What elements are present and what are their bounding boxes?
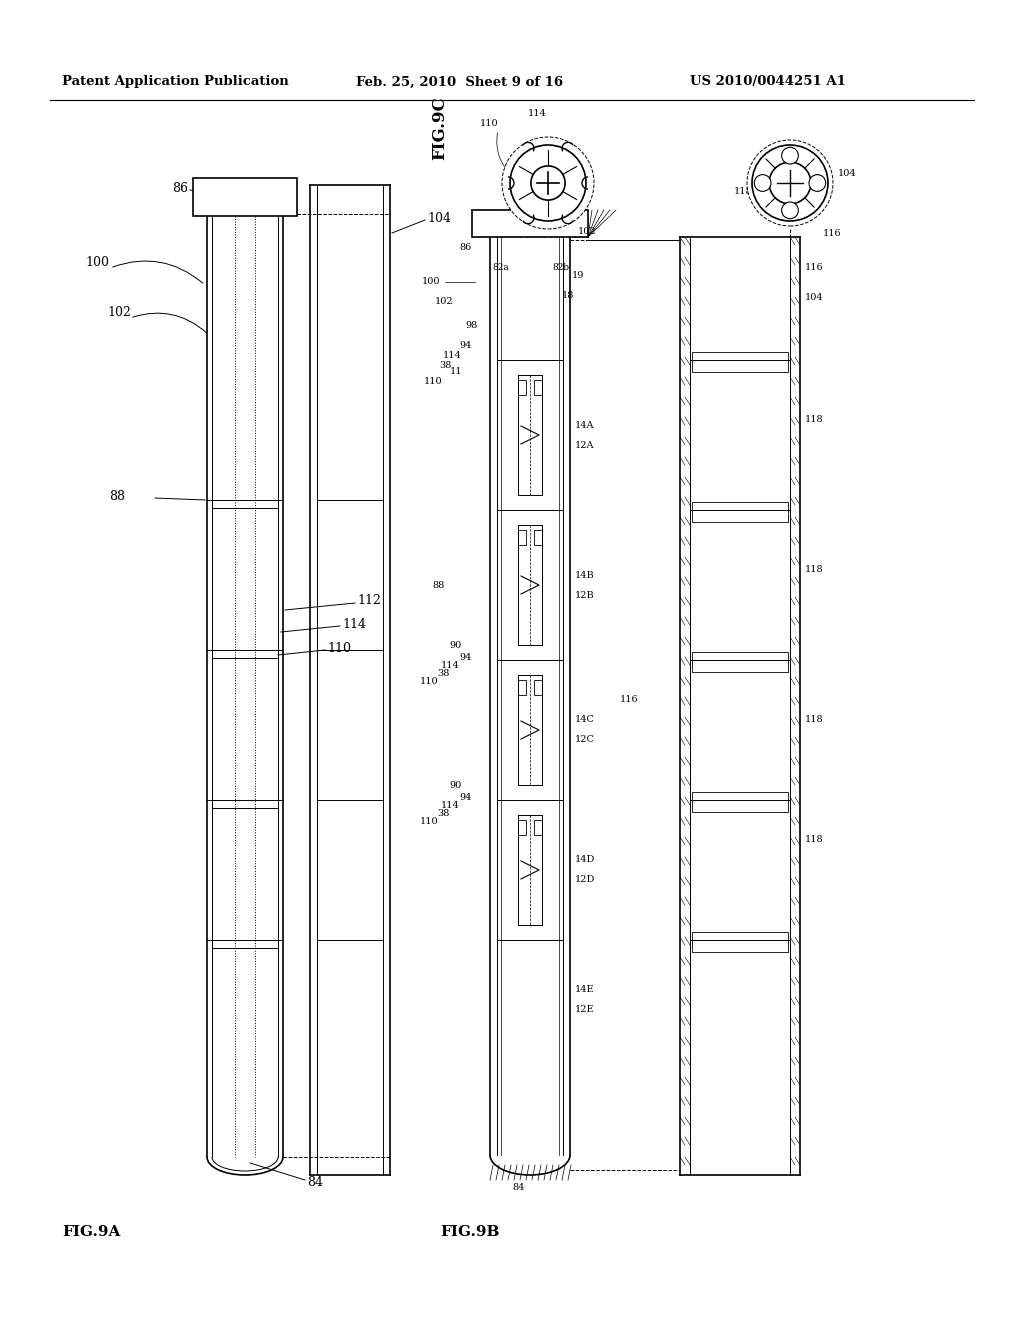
Text: 110: 110 <box>420 677 438 686</box>
Text: 38: 38 <box>439 360 452 370</box>
Text: 84: 84 <box>307 1176 323 1188</box>
Circle shape <box>769 162 811 203</box>
Text: FIG.9C: FIG.9C <box>431 96 449 160</box>
Bar <box>534 820 542 836</box>
Text: 18: 18 <box>562 290 574 300</box>
Text: US 2010/0044251 A1: US 2010/0044251 A1 <box>690 75 846 88</box>
Circle shape <box>809 174 825 191</box>
Text: 118: 118 <box>805 416 823 425</box>
Text: 12B: 12B <box>575 590 595 599</box>
Text: 11: 11 <box>450 367 462 376</box>
Text: 116: 116 <box>823 228 842 238</box>
Circle shape <box>502 137 594 228</box>
Text: 104: 104 <box>427 211 451 224</box>
Text: 12E: 12E <box>575 1006 595 1015</box>
Text: 118: 118 <box>805 715 823 725</box>
Text: 88: 88 <box>433 581 445 590</box>
Text: FIG.9A: FIG.9A <box>62 1225 121 1239</box>
Bar <box>534 380 542 395</box>
Text: 110: 110 <box>327 642 351 655</box>
Text: 94: 94 <box>460 793 472 803</box>
Bar <box>534 680 542 696</box>
Text: 104: 104 <box>805 293 823 301</box>
Circle shape <box>752 145 828 220</box>
Text: 82b: 82b <box>552 263 569 272</box>
Circle shape <box>755 174 771 191</box>
Text: 14C: 14C <box>575 715 595 725</box>
Text: 118: 118 <box>805 565 823 574</box>
Text: 38: 38 <box>437 668 450 677</box>
Circle shape <box>781 148 799 164</box>
Circle shape <box>781 202 799 219</box>
Text: Patent Application Publication: Patent Application Publication <box>62 75 289 88</box>
Text: 114: 114 <box>342 618 366 631</box>
Bar <box>518 820 526 836</box>
Bar <box>472 210 588 238</box>
Text: 14D: 14D <box>575 855 595 865</box>
Text: 90: 90 <box>450 780 462 789</box>
Text: 12A: 12A <box>575 441 595 450</box>
Text: 114: 114 <box>528 108 547 117</box>
Text: 112: 112 <box>357 594 381 607</box>
Text: 88: 88 <box>512 170 524 180</box>
Bar <box>518 531 526 545</box>
Text: 94: 94 <box>460 653 472 663</box>
Circle shape <box>510 145 586 220</box>
Text: 12C: 12C <box>575 735 595 744</box>
Bar <box>692 502 788 521</box>
Bar <box>692 792 788 812</box>
Bar <box>518 680 526 696</box>
Text: 114: 114 <box>443 351 462 359</box>
Bar <box>692 352 788 372</box>
Text: 110: 110 <box>480 119 499 128</box>
Text: 38: 38 <box>437 808 450 817</box>
Bar <box>193 178 297 216</box>
Text: 112: 112 <box>550 183 568 193</box>
Text: Feb. 25, 2010  Sheet 9 of 16: Feb. 25, 2010 Sheet 9 of 16 <box>356 75 563 88</box>
Text: 102: 102 <box>435 297 454 306</box>
Text: 100: 100 <box>422 277 440 286</box>
Text: 86: 86 <box>460 243 472 252</box>
Text: 116: 116 <box>805 263 823 272</box>
Bar <box>534 531 542 545</box>
Text: 14A: 14A <box>575 421 595 429</box>
Text: 114: 114 <box>441 660 460 669</box>
Text: 114: 114 <box>441 800 460 809</box>
Text: FIG.9B: FIG.9B <box>440 1225 500 1239</box>
Text: 94: 94 <box>460 341 472 350</box>
Text: 12D: 12D <box>575 875 595 884</box>
Text: 110: 110 <box>420 817 438 826</box>
Circle shape <box>746 140 833 226</box>
Text: 118: 118 <box>734 186 753 195</box>
Text: 90: 90 <box>450 640 462 649</box>
Text: 19: 19 <box>572 271 585 280</box>
Text: 116: 116 <box>620 696 639 705</box>
Text: 82a: 82a <box>492 263 509 272</box>
Text: 14B: 14B <box>575 570 595 579</box>
Bar <box>518 380 526 395</box>
Circle shape <box>530 166 565 201</box>
Text: 98: 98 <box>466 321 478 330</box>
Text: 84: 84 <box>512 1183 524 1192</box>
Text: 102: 102 <box>578 227 597 235</box>
Text: 100: 100 <box>85 256 109 268</box>
Text: 14E: 14E <box>575 986 595 994</box>
Text: 110: 110 <box>423 378 442 387</box>
Text: 86: 86 <box>172 181 188 194</box>
Bar <box>692 652 788 672</box>
Text: 118: 118 <box>805 836 823 845</box>
Text: 88: 88 <box>109 490 125 503</box>
Bar <box>692 932 788 952</box>
Text: 102: 102 <box>106 305 131 318</box>
Text: 104: 104 <box>838 169 857 177</box>
